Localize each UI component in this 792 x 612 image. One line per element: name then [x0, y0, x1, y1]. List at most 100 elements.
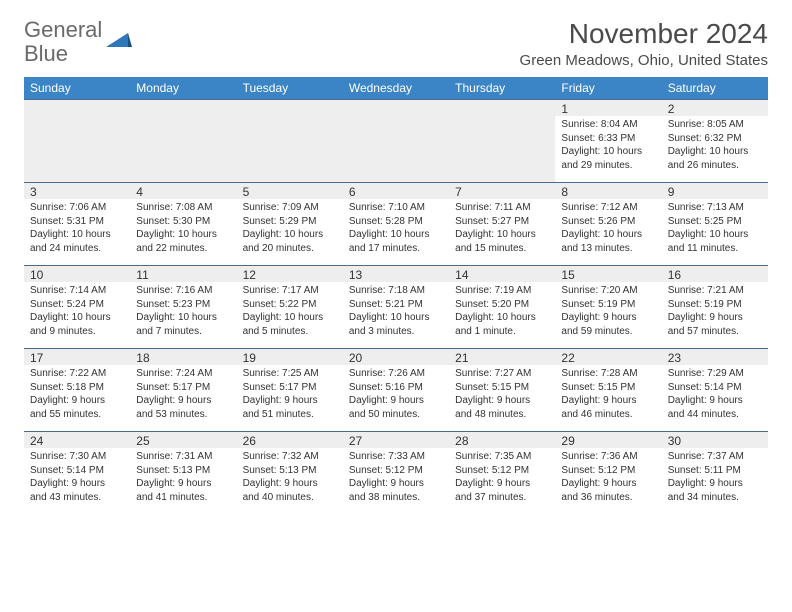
day-cell: 1Sunrise: 8:04 AMSunset: 6:33 PMDaylight… [555, 100, 661, 182]
sunrise-text: Sunrise: 7:29 AM [668, 367, 762, 381]
day-number: 14 [449, 266, 555, 282]
day-cell: 13Sunrise: 7:18 AMSunset: 5:21 PMDayligh… [343, 266, 449, 348]
day-cell: 25Sunrise: 7:31 AMSunset: 5:13 PMDayligh… [130, 432, 236, 514]
sunset-text: Sunset: 5:20 PM [455, 298, 549, 312]
sunset-text: Sunset: 5:18 PM [30, 381, 124, 395]
day-number: 30 [662, 432, 768, 448]
sunset-text: Sunset: 5:14 PM [30, 464, 124, 478]
day-number: 12 [237, 266, 343, 282]
day-cell: 3Sunrise: 7:06 AMSunset: 5:31 PMDaylight… [24, 183, 130, 265]
day-number: 7 [449, 183, 555, 199]
daylight-text: Daylight: 10 hours and 1 minute. [455, 311, 549, 338]
daylight-text: Daylight: 9 hours and 55 minutes. [30, 394, 124, 421]
sunset-text: Sunset: 5:28 PM [349, 215, 443, 229]
sunrise-text: Sunrise: 7:16 AM [136, 284, 230, 298]
daylight-text: Daylight: 9 hours and 34 minutes. [668, 477, 762, 504]
day-cell: 7Sunrise: 7:11 AMSunset: 5:27 PMDaylight… [449, 183, 555, 265]
day-number: 6 [343, 183, 449, 199]
day-header-friday: Friday [555, 81, 661, 95]
sunset-text: Sunset: 5:26 PM [561, 215, 655, 229]
day-header-row: SundayMondayTuesdayWednesdayThursdayFrid… [24, 77, 768, 99]
empty-cell [449, 100, 555, 182]
day-header-saturday: Saturday [662, 81, 768, 95]
day-header-monday: Monday [130, 81, 236, 95]
day-number: 28 [449, 432, 555, 448]
sunset-text: Sunset: 5:16 PM [349, 381, 443, 395]
day-cell: 16Sunrise: 7:21 AMSunset: 5:19 PMDayligh… [662, 266, 768, 348]
day-number: 21 [449, 349, 555, 365]
sunrise-text: Sunrise: 7:27 AM [455, 367, 549, 381]
daylight-text: Daylight: 10 hours and 22 minutes. [136, 228, 230, 255]
sunrise-text: Sunrise: 7:11 AM [455, 201, 549, 215]
day-number: 20 [343, 349, 449, 365]
day-number: 8 [555, 183, 661, 199]
daylight-text: Daylight: 10 hours and 11 minutes. [668, 228, 762, 255]
day-number: 25 [130, 432, 236, 448]
daylight-text: Daylight: 9 hours and 38 minutes. [349, 477, 443, 504]
day-header-wednesday: Wednesday [343, 81, 449, 95]
sunrise-text: Sunrise: 8:04 AM [561, 118, 655, 132]
daylight-text: Daylight: 9 hours and 44 minutes. [668, 394, 762, 421]
day-number: 2 [662, 100, 768, 116]
daylight-text: Daylight: 10 hours and 29 minutes. [561, 145, 655, 172]
week-row: 3Sunrise: 7:06 AMSunset: 5:31 PMDaylight… [24, 182, 768, 265]
day-header-thursday: Thursday [449, 81, 555, 95]
location-label: Green Meadows, Ohio, United States [520, 52, 768, 69]
sunrise-text: Sunrise: 7:18 AM [349, 284, 443, 298]
daylight-text: Daylight: 9 hours and 37 minutes. [455, 477, 549, 504]
logo-text-general: General [24, 17, 102, 42]
sunset-text: Sunset: 5:15 PM [455, 381, 549, 395]
daylight-text: Daylight: 10 hours and 17 minutes. [349, 228, 443, 255]
sunrise-text: Sunrise: 7:06 AM [30, 201, 124, 215]
sunset-text: Sunset: 5:17 PM [243, 381, 337, 395]
sunrise-text: Sunrise: 7:25 AM [243, 367, 337, 381]
sunrise-text: Sunrise: 7:21 AM [668, 284, 762, 298]
sunrise-text: Sunrise: 7:30 AM [30, 450, 124, 464]
sunset-text: Sunset: 5:12 PM [349, 464, 443, 478]
day-cell: 28Sunrise: 7:35 AMSunset: 5:12 PMDayligh… [449, 432, 555, 514]
day-cell: 12Sunrise: 7:17 AMSunset: 5:22 PMDayligh… [237, 266, 343, 348]
daylight-text: Daylight: 10 hours and 26 minutes. [668, 145, 762, 172]
sunset-text: Sunset: 5:17 PM [136, 381, 230, 395]
daylight-text: Daylight: 9 hours and 40 minutes. [243, 477, 337, 504]
sunrise-text: Sunrise: 7:32 AM [243, 450, 337, 464]
sunset-text: Sunset: 5:19 PM [561, 298, 655, 312]
day-number: 18 [130, 349, 236, 365]
sunrise-text: Sunrise: 7:26 AM [349, 367, 443, 381]
sunset-text: Sunset: 6:32 PM [668, 132, 762, 146]
sunset-text: Sunset: 5:13 PM [136, 464, 230, 478]
title-block: November 2024 Green Meadows, Ohio, Unite… [520, 18, 768, 69]
daylight-text: Daylight: 9 hours and 43 minutes. [30, 477, 124, 504]
week-row: 10Sunrise: 7:14 AMSunset: 5:24 PMDayligh… [24, 265, 768, 348]
daylight-text: Daylight: 10 hours and 13 minutes. [561, 228, 655, 255]
daylight-text: Daylight: 10 hours and 20 minutes. [243, 228, 337, 255]
sunrise-text: Sunrise: 7:22 AM [30, 367, 124, 381]
day-cell: 17Sunrise: 7:22 AMSunset: 5:18 PMDayligh… [24, 349, 130, 431]
sunrise-text: Sunrise: 7:20 AM [561, 284, 655, 298]
empty-cell [130, 100, 236, 182]
daylight-text: Daylight: 10 hours and 7 minutes. [136, 311, 230, 338]
day-number: 1 [555, 100, 661, 116]
daylight-text: Daylight: 9 hours and 57 minutes. [668, 311, 762, 338]
week-row: 1Sunrise: 8:04 AMSunset: 6:33 PMDaylight… [24, 99, 768, 182]
day-cell: 20Sunrise: 7:26 AMSunset: 5:16 PMDayligh… [343, 349, 449, 431]
day-cell: 15Sunrise: 7:20 AMSunset: 5:19 PMDayligh… [555, 266, 661, 348]
day-cell: 9Sunrise: 7:13 AMSunset: 5:25 PMDaylight… [662, 183, 768, 265]
sunset-text: Sunset: 5:30 PM [136, 215, 230, 229]
sunrise-text: Sunrise: 7:31 AM [136, 450, 230, 464]
daylight-text: Daylight: 9 hours and 36 minutes. [561, 477, 655, 504]
day-number: 29 [555, 432, 661, 448]
page-title: November 2024 [520, 18, 768, 50]
day-number: 4 [130, 183, 236, 199]
day-cell: 29Sunrise: 7:36 AMSunset: 5:12 PMDayligh… [555, 432, 661, 514]
day-number: 23 [662, 349, 768, 365]
day-number: 24 [24, 432, 130, 448]
sunrise-text: Sunrise: 7:35 AM [455, 450, 549, 464]
day-cell: 21Sunrise: 7:27 AMSunset: 5:15 PMDayligh… [449, 349, 555, 431]
day-number: 27 [343, 432, 449, 448]
sunrise-text: Sunrise: 7:13 AM [668, 201, 762, 215]
day-cell: 30Sunrise: 7:37 AMSunset: 5:11 PMDayligh… [662, 432, 768, 514]
day-number: 16 [662, 266, 768, 282]
day-cell: 2Sunrise: 8:05 AMSunset: 6:32 PMDaylight… [662, 100, 768, 182]
daylight-text: Daylight: 9 hours and 53 minutes. [136, 394, 230, 421]
